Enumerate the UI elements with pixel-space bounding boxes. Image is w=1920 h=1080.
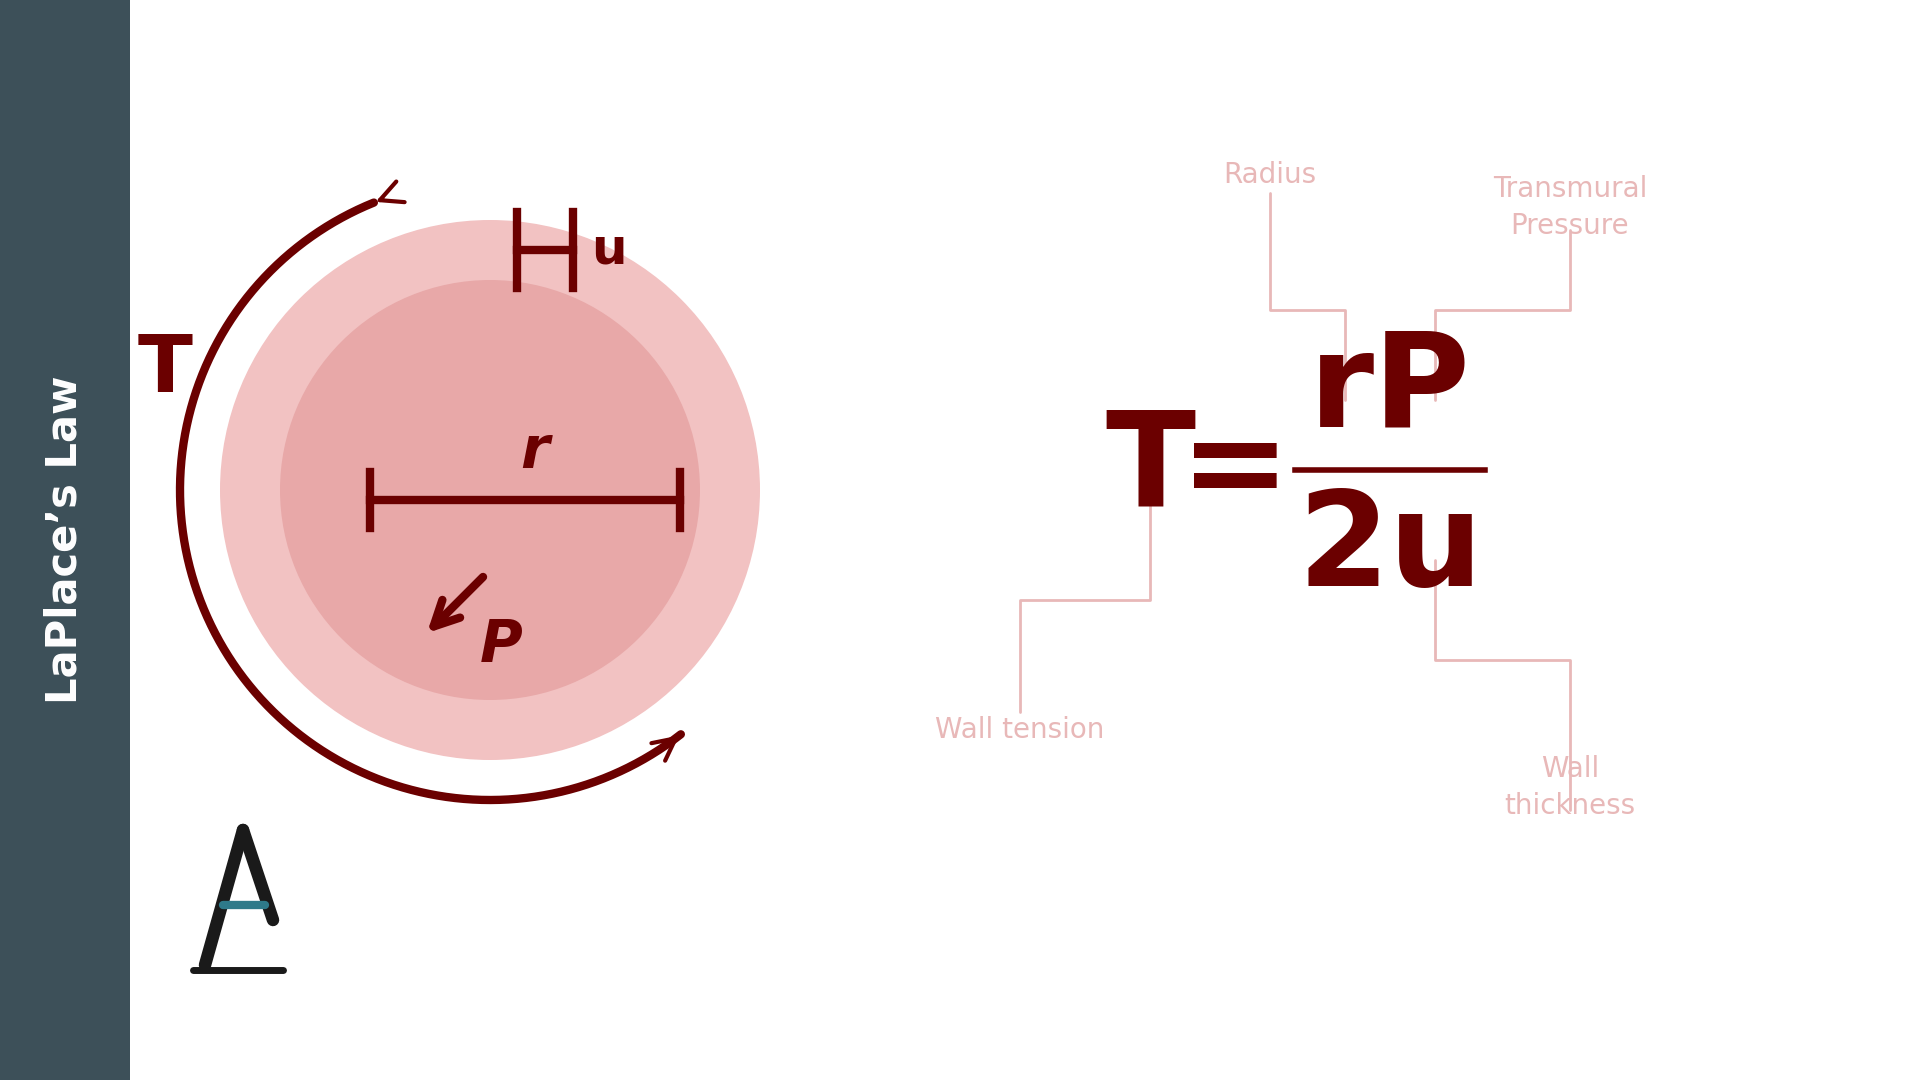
Text: Wall tension: Wall tension [935, 716, 1104, 744]
Text: LaPlace’s Law: LaPlace’s Law [44, 376, 86, 704]
Circle shape [280, 280, 701, 700]
Text: Transmural
Pressure: Transmural Pressure [1494, 175, 1647, 240]
Circle shape [221, 220, 760, 760]
Text: T: T [1104, 406, 1194, 534]
Text: u: u [591, 226, 626, 274]
Text: P: P [480, 617, 522, 674]
Text: Radius: Radius [1223, 161, 1317, 189]
Text: rP: rP [1309, 326, 1471, 454]
Text: r: r [520, 423, 549, 481]
Text: =: = [1179, 406, 1290, 534]
Text: T: T [138, 330, 192, 409]
Text: 2u: 2u [1298, 486, 1482, 613]
Text: Wall
thickness: Wall thickness [1505, 755, 1636, 820]
Bar [0, 0, 131, 1080]
